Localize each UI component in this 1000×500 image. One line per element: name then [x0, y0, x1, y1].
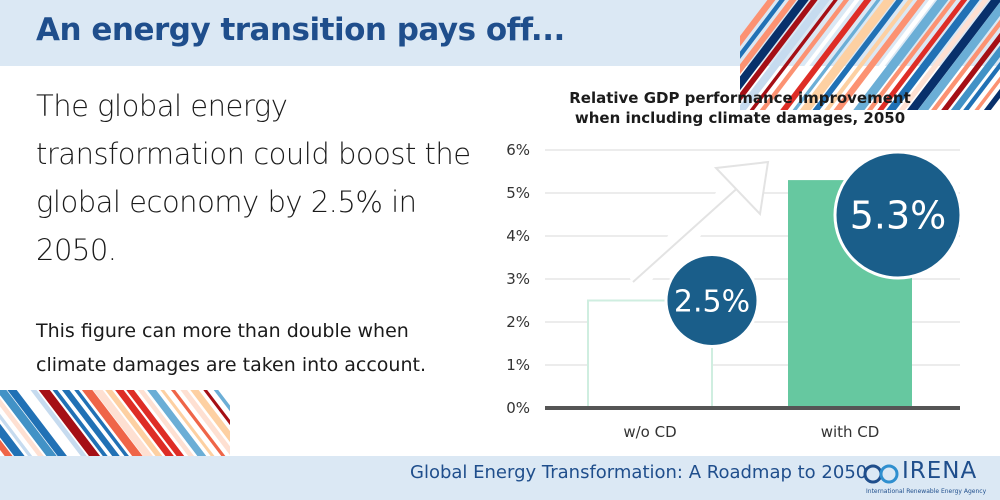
stripe [740, 0, 830, 110]
chart-title-line-2: when including climate damages, 2050 [574, 109, 906, 127]
stripe [833, 0, 926, 110]
stripe [180, 390, 230, 456]
arrow-head [713, 160, 770, 217]
x-category-label: with CD [821, 423, 880, 441]
stripe [749, 0, 838, 110]
y-tick-label: 6% [506, 141, 530, 159]
stripe [740, 0, 776, 47]
y-tick-label: 4% [506, 227, 530, 245]
footer-band [0, 456, 1000, 500]
stripe [792, 0, 881, 110]
stripe [866, 0, 957, 110]
irena-logo: IRENA International Renewable Energy Age… [862, 458, 987, 498]
logo-tagline: International Renewable Energy Agency [866, 488, 987, 495]
stripe [812, 0, 904, 110]
subtext: This figure can more than double when cl… [36, 320, 427, 376]
stripe [974, 76, 1000, 110]
value-bubble [664, 253, 760, 348]
stripe [190, 390, 230, 443]
y-tick-label: 5% [506, 184, 530, 202]
stripe [950, 45, 1000, 110]
stripe [740, 0, 818, 102]
stripe [983, 88, 1000, 110]
y-tick-label: 0% [506, 399, 530, 417]
chart-title: Relative GDP performance improvement whe… [540, 88, 940, 128]
stripe [845, 0, 935, 110]
stripe [213, 390, 230, 412]
growth-arrow [625, 160, 770, 291]
stripes-decoration-top [740, 0, 1000, 110]
stripe [898, 0, 989, 110]
chart-title-line-1: Relative GDP performance improvement [569, 89, 911, 107]
stripe [931, 19, 1000, 110]
y-tick-label: 3% [506, 270, 530, 288]
stripe [941, 32, 1000, 110]
stripe [907, 0, 1000, 110]
arrow-shaft-outline [632, 183, 743, 283]
stripe [799, 0, 895, 110]
x-category-label: w/o CD [623, 423, 676, 441]
logo-name: IRENA [902, 458, 978, 484]
stripe [170, 390, 230, 468]
stripe [853, 0, 949, 110]
value-bubble [833, 150, 963, 280]
stripe [963, 61, 1000, 110]
stripe [824, 0, 914, 110]
stripe [740, 0, 809, 91]
stripe [886, 0, 980, 110]
stripe [203, 390, 230, 426]
y-tick-label: 1% [506, 356, 530, 374]
stripe [759, 0, 850, 110]
stripe [740, 0, 785, 59]
logo-infinity-icon [863, 464, 899, 484]
data-label: 5.3% [850, 194, 947, 238]
stripe [917, 2, 1000, 110]
report-title: Global Energy Transformation: A Roadmap … [410, 462, 868, 483]
y-tick-label: 2% [506, 313, 530, 331]
stripe [740, 0, 797, 75]
stripe [160, 390, 230, 482]
page-title: An energy transition pays off... [36, 12, 565, 48]
data-label: 2.5% [674, 284, 750, 319]
headline-text: The global energy transformation could b… [36, 89, 471, 267]
stripe [770, 0, 860, 110]
stripe [780, 0, 872, 110]
stripe [877, 0, 968, 110]
